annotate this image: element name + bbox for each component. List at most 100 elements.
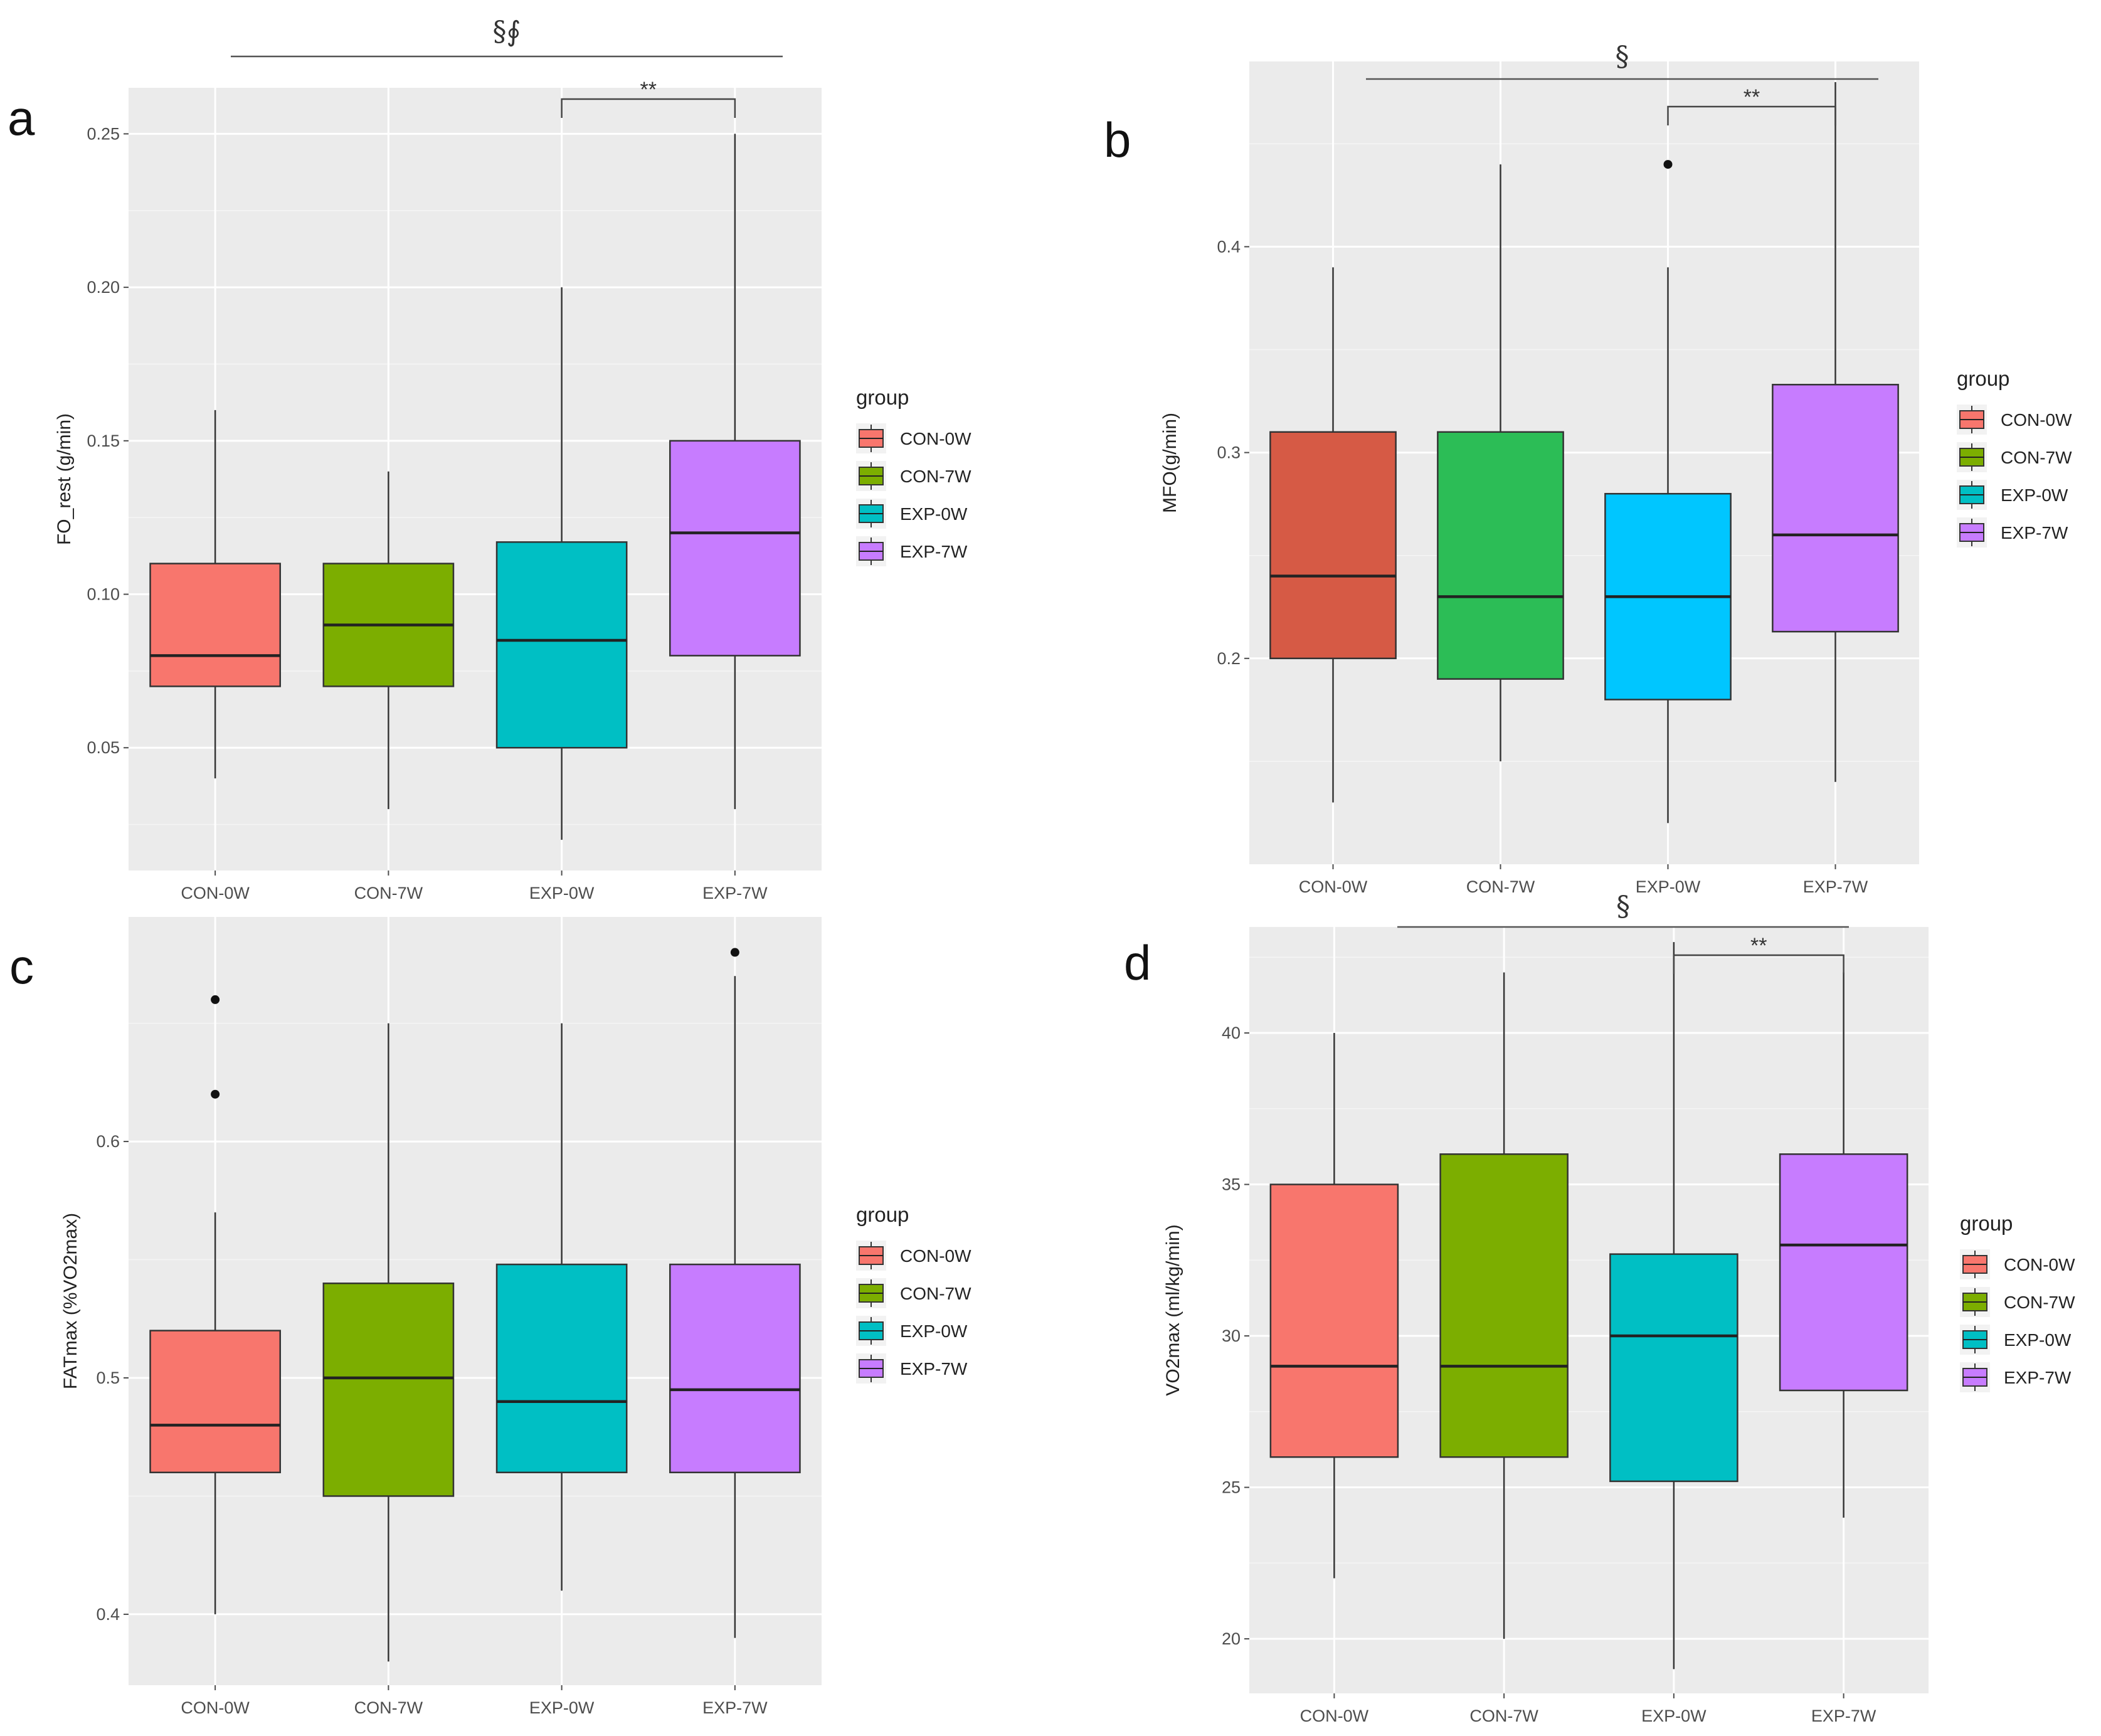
y-tick-label: 25 (1222, 1478, 1241, 1497)
y-axis-title: VO2max (ml/kg/min) (1163, 1224, 1183, 1395)
legend-label: EXP-7W (900, 542, 968, 561)
legend-label: EXP-0W (900, 1321, 968, 1341)
legend-key-exp-7w: EXP-7W (1957, 517, 2068, 548)
iqr-box (1269, 431, 1397, 660)
legend-label: CON-7W (2004, 1293, 2075, 1312)
legend-key-con-7w: CON-7W (856, 1278, 971, 1308)
y-tick-label: 0.2 (1217, 649, 1241, 668)
legend-key-exp-0w: EXP-0W (1960, 1325, 2072, 1355)
x-tick-label: EXP-7W (702, 884, 768, 902)
iqr-box (1439, 1153, 1569, 1458)
iqr-box (149, 563, 281, 687)
iqr-box (1269, 1183, 1399, 1458)
legend-label: CON-7W (900, 1284, 971, 1303)
pair-significance-label: ** (1744, 85, 1760, 109)
legend-key-exp-0w: EXP-0W (1957, 480, 2068, 510)
box-exp-0w (495, 287, 628, 840)
iqr-box (1437, 431, 1564, 680)
legend-title: group (856, 386, 909, 409)
legend-label: CON-7W (900, 467, 971, 486)
y-tick-label: 20 (1222, 1629, 1241, 1648)
x-tick-label: CON-0W (1299, 877, 1368, 896)
legend-key-exp-0w: EXP-0W (856, 1316, 968, 1346)
legend-key-exp-7w: EXP-7W (856, 1353, 968, 1384)
legend-label: EXP-0W (900, 504, 968, 524)
y-tick-label: 0.15 (87, 431, 120, 450)
outlier-point (1663, 160, 1673, 169)
iqr-box (669, 440, 801, 657)
box-con-7w (322, 1023, 455, 1662)
y-tick-label: 0.4 (96, 1605, 120, 1624)
legend-key-con-7w: CON-7W (1960, 1287, 2075, 1317)
box-con-7w (1439, 972, 1569, 1639)
y-tick-label: 0.20 (87, 278, 120, 297)
box-con-0w (149, 410, 281, 779)
pair-significance-label: ** (1750, 934, 1767, 958)
legend-title: group (856, 1203, 909, 1226)
x-tick-label: EXP-0W (529, 884, 595, 902)
y-tick-label: 0.25 (87, 124, 120, 143)
box-con-0w (1269, 267, 1397, 803)
box-con-7w (322, 471, 455, 810)
box-exp-7w (1772, 82, 1899, 782)
legend-key-con-7w: CON-7W (856, 461, 971, 491)
iqr-box (495, 541, 628, 749)
legend: group CON-0W CON-7W EXP-0W EXP-7W (856, 386, 971, 566)
x-tick-label: CON-0W (181, 884, 250, 902)
legend-key-con-7w: CON-7W (1957, 442, 2072, 472)
panel-a: a 0.05 0.10 0.15 0.20 0.25 FO_rest (g/min) CON-… (8, 16, 971, 902)
y-tick-label: 40 (1222, 1024, 1241, 1042)
panel-letter: b (1104, 112, 1131, 167)
legend-title: group (1957, 367, 2009, 390)
panel-letter: c (9, 939, 34, 994)
legend-label: EXP-0W (2001, 485, 2068, 505)
y-tick-label: 0.6 (96, 1132, 120, 1151)
box-con-0w (149, 995, 281, 1614)
y-tick-label: 30 (1222, 1326, 1241, 1345)
iqr-box (322, 1282, 455, 1497)
legend-label: EXP-7W (2001, 523, 2068, 542)
group-significance-label: §∮ (493, 16, 521, 48)
iqr-box (1609, 1253, 1738, 1483)
panel-c: c 0.4 0.5 0.6 FATmax (%VO2max) CON-0W CON-7W EX… (9, 917, 971, 1717)
panel-b: b 0.2 0.3 0.4 MFO(g/min) CON-0W CON-7W EXP-0W EX… (1104, 41, 2072, 896)
y-axis-title: FO_rest (g/min) (54, 413, 75, 545)
legend-label: CON-0W (2004, 1255, 2075, 1274)
box-exp-7w (1779, 972, 1908, 1518)
legend-title: group (1960, 1212, 2013, 1235)
legend-key-exp-7w: EXP-7W (856, 536, 968, 566)
iqr-box (669, 1263, 801, 1474)
x-tick-label: CON-7W (354, 884, 423, 902)
group-significance-label: § (1616, 41, 1629, 73)
panel-letter: d (1124, 935, 1151, 990)
x-tick-label: CON-7W (1466, 877, 1535, 896)
y-axis-title: MFO(g/min) (1160, 413, 1180, 513)
x-tick-label: EXP-7W (702, 1698, 768, 1717)
y-tick-label: 0.3 (1217, 443, 1241, 462)
group-significance-label: § (1616, 891, 1630, 923)
box-con-0w (1269, 1033, 1399, 1579)
box-exp-7w (669, 948, 801, 1638)
box-exp-0w (495, 1023, 628, 1591)
panel-letter: a (8, 90, 35, 146)
iqr-box (495, 1263, 628, 1474)
legend-key-exp-7w: EXP-7W (1960, 1362, 2072, 1392)
legend-label: CON-0W (900, 1246, 971, 1266)
pair-significance-bracket (1673, 954, 1844, 974)
box-con-7w (1437, 164, 1564, 761)
legend-label: EXP-7W (2004, 1368, 2072, 1387)
iqr-box (149, 1330, 281, 1474)
box-exp-0w (1609, 942, 1738, 1670)
box-exp-7w (669, 134, 801, 810)
y-tick-label: 0.5 (96, 1368, 120, 1387)
legend-label: EXP-0W (2004, 1330, 2072, 1350)
legend-key-con-0w: CON-0W (856, 1241, 971, 1271)
legend-key-con-0w: CON-0W (1957, 405, 2072, 435)
x-tick-label: EXP-0W (1636, 877, 1701, 896)
x-tick-label: CON-7W (354, 1698, 423, 1717)
x-tick-label: CON-0W (1300, 1707, 1369, 1725)
panel-d: d 20 25 30 35 40 VO2max (ml/kg/min) CON-0W CON-7… (1124, 891, 2075, 1725)
box-exp-0w (1604, 160, 1732, 823)
x-tick-label: EXP-0W (1641, 1707, 1707, 1725)
